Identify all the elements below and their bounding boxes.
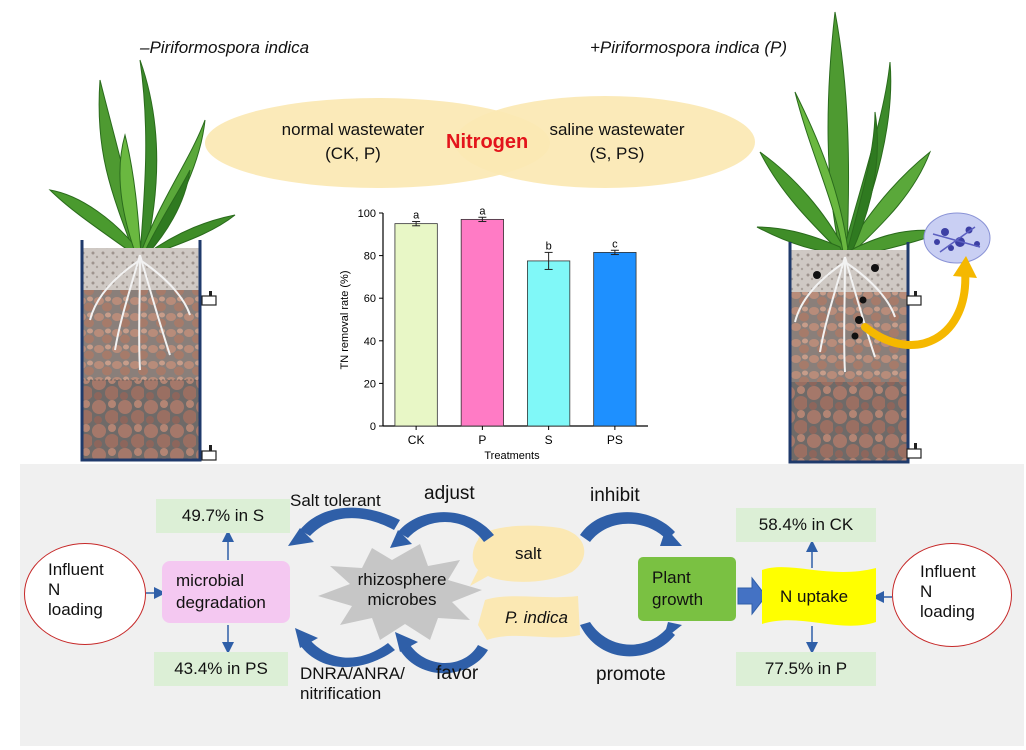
y-tick-label-0: 0: [370, 421, 376, 433]
rhizosphere-label: rhizosphere microbes: [352, 570, 452, 610]
influent-right-line3: loading: [920, 602, 975, 621]
influent-circle-right: [892, 543, 1012, 647]
microbial-line2: degradation: [176, 593, 266, 612]
pct-s-box: 49.7% in S: [156, 499, 290, 533]
bar-S: [527, 260, 571, 427]
curved-arrows: [288, 507, 682, 674]
inhibit-label: inhibit: [590, 485, 640, 506]
pct-p-box: 77.5% in P: [736, 652, 876, 686]
dnra-line1: DNRA/ANRA/: [300, 664, 405, 683]
influent-left-line2: N: [48, 580, 61, 599]
normal-wastewater-line2: (CK, P): [325, 144, 381, 163]
roots-left: [89, 254, 191, 371]
plant-line1: Plant: [652, 568, 691, 587]
pct-ps-box: 43.4% in PS: [154, 652, 288, 686]
bar-PS: [593, 252, 637, 427]
adjust-label: adjust: [424, 483, 475, 504]
y-tick-label-1: 20: [364, 378, 376, 390]
y-tick-label-3: 60: [364, 293, 376, 305]
influent-circle-left: [24, 543, 146, 645]
leaves-right: [756, 11, 946, 257]
salt-tolerant-label: Salt tolerant: [290, 491, 381, 510]
block-arrow: [737, 576, 767, 616]
y-ticks: 0 20 40 60 80 100: [358, 208, 383, 433]
influent-left-line3: loading: [48, 600, 103, 619]
sig-letter-PS: c: [612, 238, 618, 250]
pct-ck-box: 58.4% in CK: [736, 508, 876, 542]
sig-letter-CK: a: [413, 210, 420, 222]
pindica-shape: [478, 596, 580, 640]
plant-growth-box: Plant growth: [638, 557, 736, 621]
bars: a a b c: [394, 205, 637, 427]
fungal-spores: [813, 264, 879, 340]
plant-line2: growth: [652, 590, 704, 609]
salt-bubble: [470, 525, 585, 586]
x-tick-label-S: S: [545, 433, 553, 447]
sig-letter-P: a: [479, 205, 486, 217]
roots-right: [794, 256, 896, 373]
favor-label: favor: [436, 663, 479, 684]
y-tick-label-4: 80: [364, 251, 376, 263]
salt-label: salt: [515, 544, 542, 563]
x-tick-label-P: P: [478, 433, 486, 447]
influent-right-text: Influent N loading: [920, 562, 976, 622]
influent-left-text: Influent N loading: [48, 560, 104, 620]
influent-right-line2: N: [920, 582, 933, 601]
dnra-label: DNRA/ANRA/ nitrification: [300, 664, 405, 704]
microbial-line1: microbial: [176, 571, 245, 590]
microbial-degradation-box: microbial degradation: [162, 561, 290, 623]
yellow-curved-arrow: [861, 266, 970, 349]
rhizosphere-starburst: [318, 544, 482, 640]
title-plus-pindica: +Piriformospora indica (P): [590, 38, 787, 57]
bar-CK: [394, 223, 438, 427]
influent-left-line1: Influent: [48, 560, 104, 579]
dnra-line2: nitrification: [300, 684, 382, 703]
right-plant-container: [756, 11, 991, 464]
saline-wastewater-line2: (S, PS): [589, 144, 645, 163]
flow-arrows: [146, 507, 892, 674]
x-tick-label-PS: PS: [607, 433, 623, 447]
y-axis-label: TN removal rate (%): [339, 270, 351, 369]
saline-wastewater-line1: saline wastewater: [549, 120, 685, 139]
bar-P: [460, 218, 504, 427]
sig-letter-S: b: [546, 240, 552, 252]
nitrogen-label: Nitrogen: [446, 131, 529, 153]
x-axis-label: Treatments: [484, 450, 540, 462]
title-minus-pindica: –Piriformospora indica: [140, 38, 310, 57]
y-tick-label-2: 40: [364, 336, 376, 348]
y-tick-label-5: 100: [358, 208, 376, 220]
x-ticks: CK P S PS: [408, 426, 623, 447]
left-plant-container: [48, 59, 236, 462]
ellipse-saline-wastewater: [455, 96, 755, 188]
promote-label: promote: [596, 664, 666, 685]
influent-right-line1: Influent: [920, 562, 976, 581]
normal-wastewater-line1: normal wastewater: [281, 120, 425, 139]
n-uptake-label: N uptake: [780, 587, 849, 606]
rhizo-line1: rhizosphere: [357, 570, 447, 589]
normal-wastewater-label: normal wastewater (CK, P): [268, 118, 438, 166]
saline-wastewater-label: saline wastewater (S, PS): [532, 118, 702, 166]
rhizo-line2: microbes: [367, 590, 437, 609]
x-tick-label-CK: CK: [408, 433, 425, 447]
leaves-left: [48, 59, 236, 257]
pindica-label: P. indica: [505, 608, 569, 627]
n-uptake-shape: [762, 567, 876, 626]
